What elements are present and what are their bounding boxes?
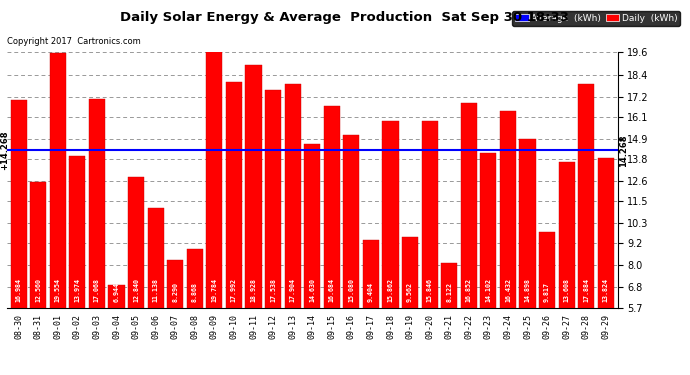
Bar — [344, 135, 359, 308]
Text: 15.846: 15.846 — [426, 278, 433, 302]
Text: 17.884: 17.884 — [583, 278, 589, 302]
Bar — [500, 111, 516, 308]
Bar — [578, 84, 594, 308]
Text: 12.840: 12.840 — [133, 278, 139, 302]
Bar — [285, 84, 301, 308]
Text: 9.817: 9.817 — [544, 282, 550, 302]
Text: 14.102: 14.102 — [485, 278, 491, 302]
Text: 17.992: 17.992 — [231, 278, 237, 302]
Bar — [226, 82, 242, 308]
Text: Copyright 2017  Cartronics.com: Copyright 2017 Cartronics.com — [7, 38, 141, 46]
Text: 8.868: 8.868 — [192, 282, 198, 302]
Text: 8.290: 8.290 — [172, 282, 178, 302]
Text: 16.852: 16.852 — [466, 278, 472, 302]
Legend: Average  (kWh), Daily  (kWh): Average (kWh), Daily (kWh) — [512, 11, 680, 26]
Bar — [148, 208, 164, 308]
Bar — [108, 285, 124, 308]
Bar — [422, 122, 437, 308]
Text: 17.538: 17.538 — [270, 278, 276, 302]
Bar — [128, 177, 144, 308]
Bar — [520, 139, 535, 308]
Bar — [265, 90, 281, 308]
Bar — [402, 237, 418, 308]
Text: 14.630: 14.630 — [309, 278, 315, 302]
Bar — [461, 103, 477, 308]
Bar — [539, 232, 555, 308]
Text: 8.122: 8.122 — [446, 282, 452, 302]
Text: 13.608: 13.608 — [564, 278, 570, 302]
Text: 13.974: 13.974 — [75, 278, 80, 302]
Text: 16.684: 16.684 — [329, 278, 335, 302]
Bar — [246, 65, 262, 308]
Text: 19.554: 19.554 — [55, 278, 61, 302]
Bar — [206, 49, 222, 308]
Bar — [441, 263, 457, 308]
Bar — [69, 156, 86, 308]
Bar — [363, 240, 379, 308]
Text: 17.068: 17.068 — [94, 278, 100, 302]
Bar — [167, 260, 184, 308]
Bar — [304, 144, 320, 308]
Bar — [382, 121, 399, 308]
Text: 18.928: 18.928 — [250, 278, 257, 302]
Text: 16.984: 16.984 — [16, 278, 21, 302]
Text: 14.268: 14.268 — [620, 134, 629, 166]
Bar — [559, 162, 575, 308]
Bar — [30, 182, 46, 308]
Text: 11.138: 11.138 — [152, 278, 159, 302]
Bar — [187, 249, 203, 308]
Text: 14.898: 14.898 — [524, 278, 531, 302]
Bar — [10, 100, 27, 308]
Text: Daily Solar Energy & Average  Production  Sat Sep 30 18:33: Daily Solar Energy & Average Production … — [121, 11, 569, 24]
Text: 13.824: 13.824 — [603, 278, 609, 302]
Text: 16.432: 16.432 — [505, 278, 511, 302]
Text: 17.904: 17.904 — [290, 278, 295, 302]
Text: 9.562: 9.562 — [407, 282, 413, 302]
Text: 6.944: 6.944 — [113, 282, 119, 302]
Bar — [324, 106, 339, 307]
Text: 9.404: 9.404 — [368, 282, 374, 302]
Text: 19.784: 19.784 — [211, 278, 217, 302]
Bar — [598, 159, 614, 308]
Text: +14.268: +14.268 — [0, 130, 9, 170]
Text: 12.560: 12.560 — [35, 278, 41, 302]
Text: 15.862: 15.862 — [388, 278, 393, 302]
Bar — [480, 153, 496, 308]
Text: 15.080: 15.080 — [348, 278, 355, 302]
Bar — [89, 99, 105, 308]
Bar — [50, 53, 66, 307]
